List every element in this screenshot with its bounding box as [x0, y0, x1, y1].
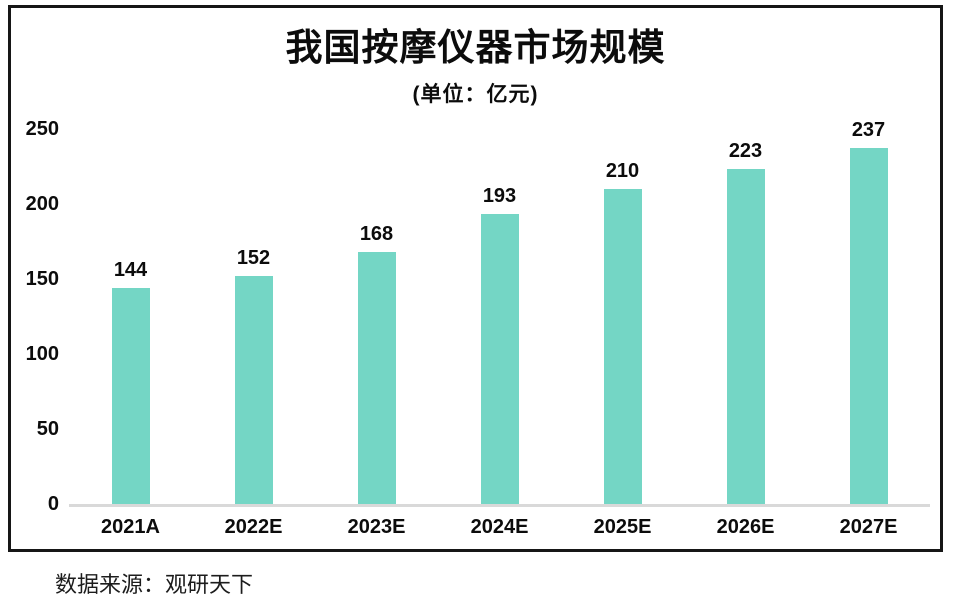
x-axis-label: 2022E: [224, 515, 283, 538]
bar: [849, 148, 888, 504]
x-axis-label: 2021A: [101, 515, 160, 538]
x-axis-label: 2027E: [839, 515, 898, 538]
bar-value-label: 210: [605, 159, 640, 182]
plot-area: 144 152 168 193 210 223 237 2021A 2022E 2023E 202…: [69, 119, 930, 539]
chart-subtitle: (单位：亿元): [412, 82, 539, 106]
bar-column: 237: [807, 119, 930, 504]
chart-body: 0 50 100 150 200 250 144 152 168 193 210 223 237 20…: [17, 118, 930, 539]
x-axis: 2021A 2022E 2023E 2024E 2025E 2026E 2027E: [69, 516, 930, 539]
x-axis-label: 2023E: [347, 515, 406, 538]
bar: [234, 275, 273, 504]
bar-value-label: 168: [359, 222, 394, 245]
y-axis: 0 50 100 150 200 250: [17, 118, 69, 515]
chart-frame: 我国按摩仪器市场规模 (单位：亿元) 0 50 100 150 200 250 144 15…: [8, 5, 943, 552]
bar-column: 210: [561, 160, 684, 504]
bar: [603, 188, 642, 504]
bar-value-label: 152: [236, 246, 271, 269]
bar-value-label: 237: [851, 119, 886, 142]
bar: [111, 287, 150, 504]
bar-value-label: 144: [113, 258, 148, 281]
y-tick-label: 150: [25, 267, 59, 290]
x-axis-label: 2025E: [593, 515, 652, 538]
bar-column: 152: [192, 247, 315, 504]
y-tick-label: 200: [25, 192, 59, 215]
bar: [480, 214, 519, 504]
y-tick-label: 250: [25, 117, 59, 140]
x-axis-label: 2026E: [716, 515, 775, 538]
y-tick-label: 50: [36, 417, 59, 440]
bar: [357, 251, 396, 504]
bars-container: 144 152 168 193 210 223 237: [69, 119, 930, 507]
y-tick-label: 100: [25, 342, 59, 365]
x-axis-label: 2024E: [470, 515, 529, 538]
chart-title: 我国按摩仪器市场规模: [285, 27, 666, 68]
bar: [726, 169, 765, 504]
bar-value-label: 193: [482, 185, 517, 208]
data-source: 数据来源：观研天下: [55, 572, 254, 597]
y-tick-label: 0: [47, 492, 59, 515]
bar-column: 144: [69, 259, 192, 504]
bar-column: 223: [684, 140, 807, 504]
bar-value-label: 223: [728, 140, 763, 163]
bar-column: 168: [315, 223, 438, 504]
bar-column: 193: [438, 185, 561, 504]
